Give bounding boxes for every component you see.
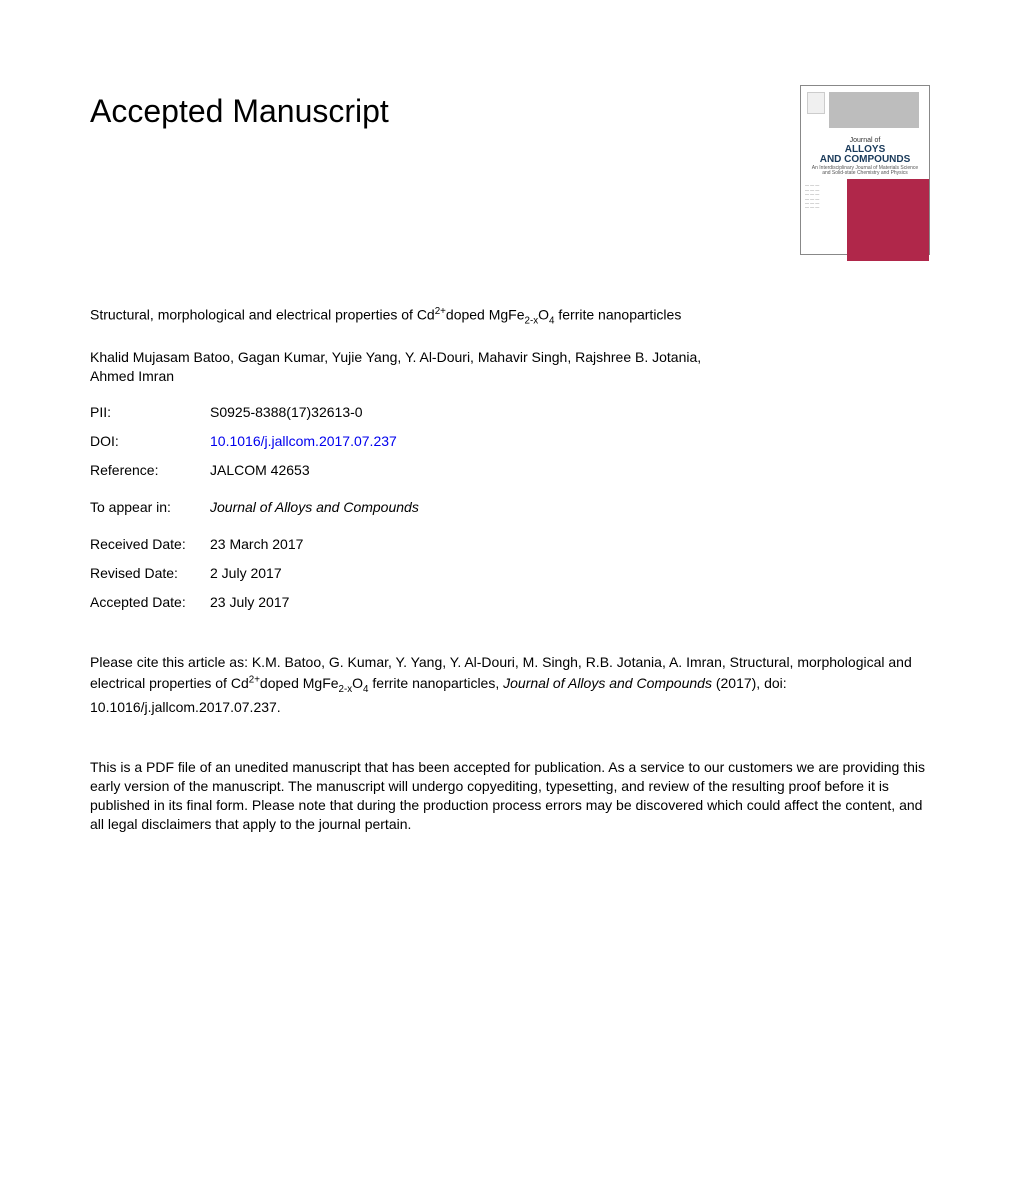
title-sup1: 2+ [435, 306, 446, 317]
header-row: Accepted Manuscript Journal of ALLOYS AN… [90, 90, 930, 255]
citation-sub1: 2-x [339, 683, 353, 694]
meta-row-appear: To appear in: Journal of Alloys and Comp… [90, 498, 930, 517]
title-suffix: ferrite nanoparticles [554, 307, 681, 323]
cover-grey-block [829, 92, 919, 128]
cover-editors-block: — — —— — —— — —— — —— — —— — — [801, 179, 847, 261]
revised-value: 2 July 2017 [210, 564, 282, 583]
appear-value: Journal of Alloys and Compounds [210, 498, 419, 517]
received-value: 23 March 2017 [210, 535, 303, 554]
citation-mid2: O [352, 675, 363, 691]
title-mid2: O [538, 307, 549, 323]
article-title: Structural, morphological and electrical… [90, 305, 710, 328]
accepted-value: 23 July 2017 [210, 593, 289, 612]
citation-mid1: doped MgFe [260, 675, 339, 691]
accepted-label: Accepted Date: [90, 593, 210, 612]
meta-row-pii: PII: S0925-8388(17)32613-0 [90, 403, 930, 422]
reference-value: JALCOM 42653 [210, 461, 310, 480]
citation-block: Please cite this article as: K.M. Batoo,… [90, 652, 930, 718]
citation-mid3: ferrite nanoparticles, [369, 675, 504, 691]
reference-label: Reference: [90, 461, 210, 480]
meta-block-3: Received Date: 23 March 2017 Revised Dat… [90, 535, 930, 612]
pii-label: PII: [90, 403, 210, 422]
title-sub1: 2-x [525, 315, 539, 326]
meta-row-reference: Reference: JALCOM 42653 [90, 461, 930, 480]
cover-top [801, 86, 929, 134]
citation-journal: Journal of Alloys and Compounds [503, 675, 712, 691]
meta-row-revised: Revised Date: 2 July 2017 [90, 564, 930, 583]
pii-value: S0925-8388(17)32613-0 [210, 403, 363, 422]
meta-row-received: Received Date: 23 March 2017 [90, 535, 930, 554]
disclaimer: This is a PDF file of an unedited manusc… [90, 758, 930, 834]
meta-row-doi: DOI: 10.1016/j.jallcom.2017.07.237 [90, 432, 930, 451]
appear-label: To appear in: [90, 498, 210, 517]
page-heading: Accepted Manuscript [90, 90, 389, 133]
cover-title-line2: AND COMPOUNDS [801, 155, 929, 165]
journal-cover-thumbnail: Journal of ALLOYS AND COMPOUNDS An Inter… [800, 85, 930, 255]
cover-subtitle: An Interdisciplinary Journal of Material… [801, 165, 929, 179]
meta-block-1: PII: S0925-8388(17)32613-0 DOI: 10.1016/… [90, 403, 930, 480]
received-label: Received Date: [90, 535, 210, 554]
elsevier-logo-icon [807, 92, 825, 114]
title-mid1: doped MgFe [446, 307, 525, 323]
meta-block-2: To appear in: Journal of Alloys and Comp… [90, 498, 930, 517]
cover-accent-block [847, 179, 929, 261]
title-prefix: Structural, morphological and electrical… [90, 307, 435, 323]
doi-label: DOI: [90, 432, 210, 451]
citation-sup1: 2+ [249, 674, 260, 685]
cover-body: — — —— — —— — —— — —— — —— — — [801, 179, 929, 261]
authors: Khalid Mujasam Batoo, Gagan Kumar, Yujie… [90, 348, 710, 386]
meta-row-accepted: Accepted Date: 23 July 2017 [90, 593, 930, 612]
doi-link[interactable]: 10.1016/j.jallcom.2017.07.237 [210, 432, 397, 451]
revised-label: Revised Date: [90, 564, 210, 583]
